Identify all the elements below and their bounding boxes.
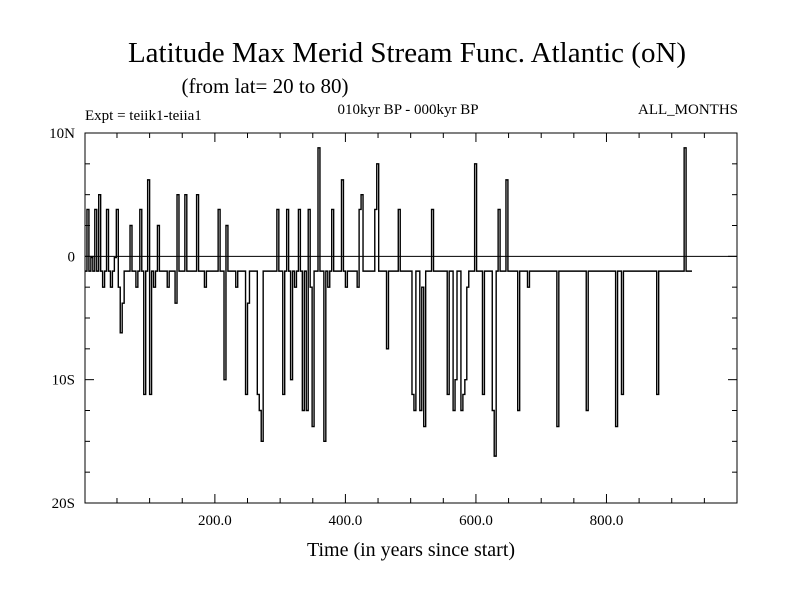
- chart-title: Latitude Max Merid Stream Func. Atlantic…: [128, 37, 686, 69]
- plot-frame: [84, 132, 738, 504]
- x-tick-label: 400.0: [329, 513, 363, 529]
- experiment-label: Expt = teiik1-teiia1: [85, 108, 202, 124]
- y-tick-label: 10N: [49, 126, 75, 142]
- y-axis-ticks: [85, 132, 737, 504]
- x-tick-label: 200.0: [198, 513, 232, 529]
- series-line: [85, 147, 692, 457]
- y-axis-tick-labels: 10N 0 10S 20S: [49, 126, 75, 512]
- y-tick-label: 0: [68, 249, 76, 265]
- x-axis-ticks: [116, 133, 705, 503]
- y-tick-label: 10S: [52, 373, 75, 389]
- chart-subtitle: (from lat= 20 to 80): [182, 74, 349, 98]
- y-tick-label: 20S: [52, 496, 75, 512]
- x-tick-label: 800.0: [590, 513, 624, 529]
- x-tick-label: 600.0: [459, 513, 493, 529]
- months-label: ALL_MONTHS: [638, 102, 738, 118]
- x-axis-label: Time (in years since start): [307, 539, 515, 561]
- period-label: 010kyr BP - 000kyr BP: [337, 102, 478, 118]
- x-axis-tick-labels: 200.0 400.0 600.0 800.0: [198, 513, 623, 529]
